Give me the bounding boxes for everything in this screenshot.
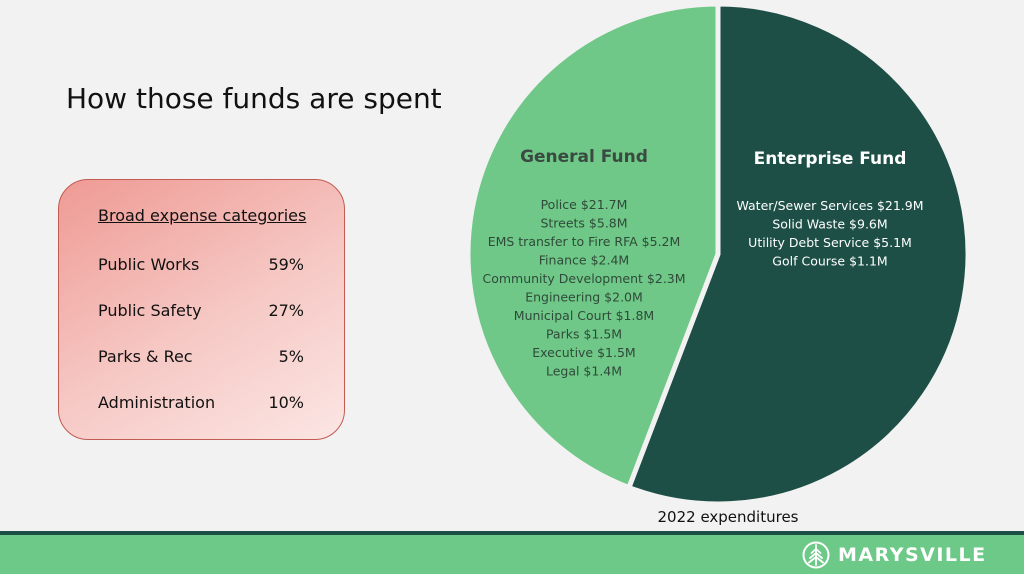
slice-item-label: Finance $2.4M <box>539 253 629 268</box>
slice-item-label: Municipal Court $1.8M <box>514 308 654 323</box>
page-title: How those funds are spent <box>66 82 442 115</box>
slice-item-label: Engineering $2.0M <box>525 290 643 305</box>
slice-title: General Fund <box>520 147 648 167</box>
tree-icon <box>802 541 830 569</box>
category-percent: 27% <box>268 301 304 320</box>
category-label: Parks & Rec <box>98 347 193 366</box>
chart-caption: 2022 expenditures <box>657 508 799 526</box>
category-row: Public Works 59% <box>98 255 304 277</box>
slice-title: Enterprise Fund <box>754 149 907 169</box>
pie-slice-general-fund <box>465 1 721 491</box>
category-label: Administration <box>98 393 216 412</box>
slice-item-label: Police $21.7M <box>541 197 628 212</box>
footer-rule <box>0 531 1024 535</box>
slice-item-label: Utility Debt Service $5.1M <box>748 235 912 250</box>
footer-bar <box>0 535 1024 574</box>
category-percent: 59% <box>268 255 304 274</box>
marysville-logo: MARYSVILLE <box>802 541 987 569</box>
slice-item-label: Solid Waste $9.6M <box>772 217 887 232</box>
slice-item-label: Executive $1.5M <box>532 345 635 360</box>
category-percent: 10% <box>268 393 304 412</box>
pie-slice-enterprise-fund <box>625 1 971 507</box>
category-row: Administration 10% <box>98 393 304 415</box>
slice-item-label: Legal $1.4M <box>546 364 622 379</box>
category-label: Public Works <box>98 255 200 274</box>
category-percent: 5% <box>278 347 304 366</box>
category-row: Public Safety 27% <box>98 301 304 323</box>
slice-item-label: Parks $1.5M <box>546 327 622 342</box>
expense-categories-card: Broad expense categories Public Works 59… <box>58 179 345 440</box>
card-heading: Broad expense categories <box>98 206 307 225</box>
slice-item-label: EMS transfer to Fire RFA $5.2M <box>488 234 681 249</box>
brand-name: MARYSVILLE <box>838 544 987 566</box>
slice-item-label: Community Development $2.3M <box>482 271 685 286</box>
slice-item-label: Streets $5.8M <box>540 216 627 231</box>
category-label: Public Safety <box>98 301 202 320</box>
category-row: Parks & Rec 5% <box>98 347 304 369</box>
slice-item-label: Water/Sewer Services $21.9M <box>736 198 923 213</box>
slice-item-label: Golf Course $1.1M <box>772 254 887 269</box>
